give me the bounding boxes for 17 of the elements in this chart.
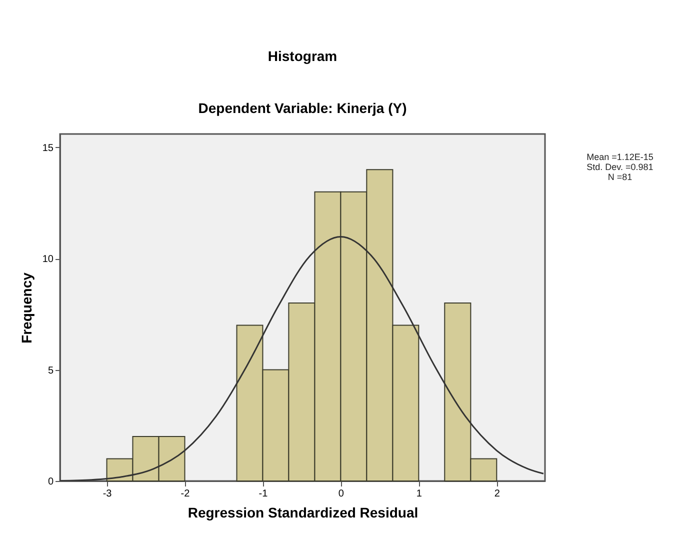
x-tick-label: -2	[180, 488, 190, 500]
y-axis-title: Frequency	[18, 272, 34, 344]
x-axis-title: Regression Standardized Residual	[188, 504, 418, 520]
y-tick-label: 5	[48, 365, 54, 376]
x-tick-label: 0	[338, 488, 344, 500]
y-tick-label: 15	[42, 142, 54, 154]
text: N =81	[606, 172, 634, 182]
x-tick-label: -1	[258, 488, 268, 500]
y-tick-label: 0	[48, 476, 54, 488]
chart-title: Histogram	[268, 48, 338, 64]
text: Std. Dev. =0.981	[586, 162, 654, 172]
y-tick-label: 10	[42, 254, 54, 266]
x-tick-label: 1	[416, 488, 422, 500]
x-tick-label: -3	[102, 488, 112, 500]
text: Mean =1.12E-15	[586, 152, 654, 162]
x-tick-label: 2	[494, 488, 500, 500]
chart-subtitle: Dependent Variable: Kinerja (Y)	[198, 100, 407, 116]
